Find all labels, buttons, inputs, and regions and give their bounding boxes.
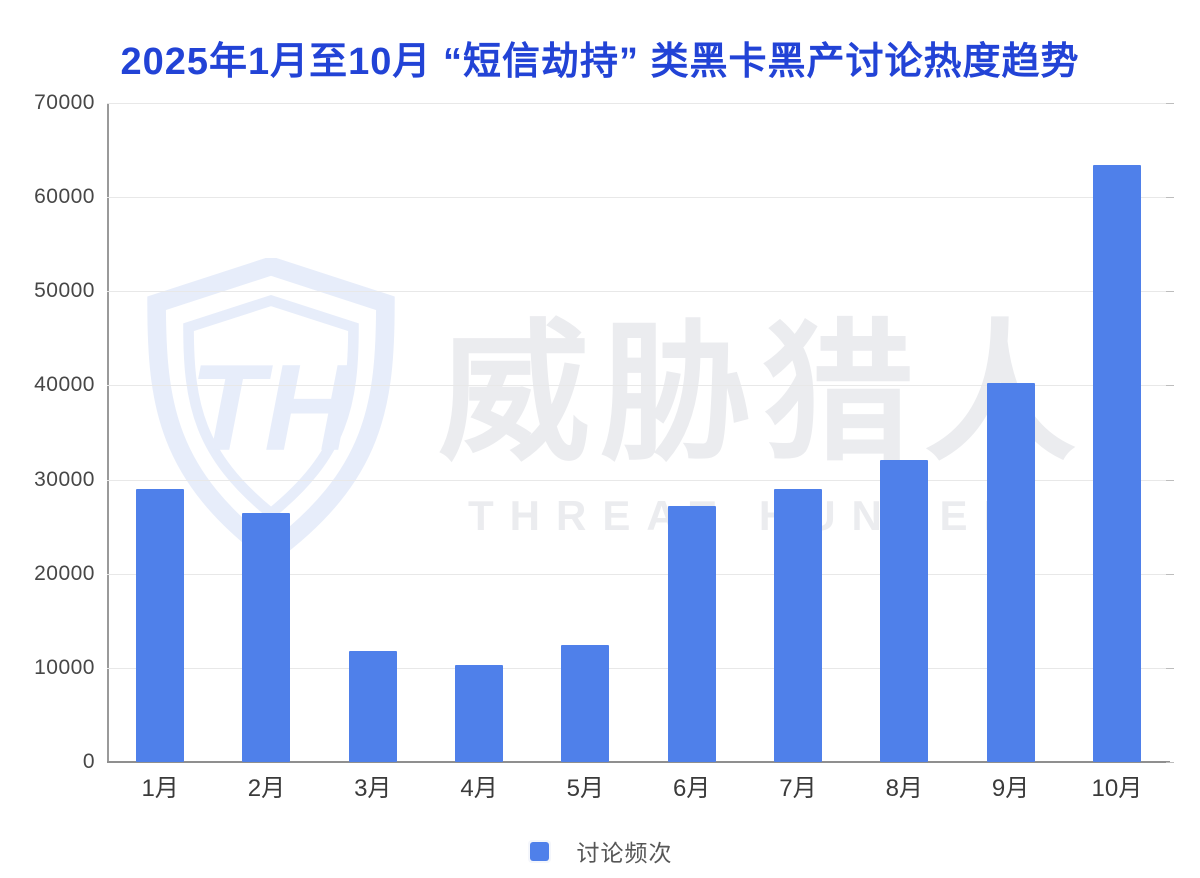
y-axis-tick-label-70000: 70000 bbox=[34, 91, 95, 114]
x-axis-tick-label-1月: 1月 bbox=[141, 775, 179, 802]
gridline-50000 bbox=[107, 291, 1170, 293]
y-tick-mark-10000 bbox=[1166, 667, 1174, 669]
bar-9月 bbox=[986, 382, 1035, 762]
x-axis-tick-label-2月: 2月 bbox=[247, 775, 286, 802]
gridline-60000 bbox=[107, 197, 1170, 199]
y-axis-tick-label-60000: 60000 bbox=[34, 185, 95, 209]
bar-8月 bbox=[880, 459, 929, 762]
bar-10月 bbox=[1092, 165, 1141, 762]
y-axis-labels: 0 10000 20000 30000 40000 50000 60000 70000 bbox=[0, 91, 95, 773]
y-axis-tick-label-50000: 50000 bbox=[34, 279, 95, 303]
bar-4月 bbox=[455, 665, 504, 762]
x-axis-tick-label-5月: 5月 bbox=[566, 775, 605, 802]
x-axis-tick-label-4月: 4月 bbox=[460, 775, 498, 802]
gridline-20000 bbox=[107, 573, 1170, 575]
y-tick-mark-70000 bbox=[1166, 103, 1174, 104]
plot-area bbox=[107, 103, 1174, 763]
gridline-30000 bbox=[107, 479, 1170, 481]
y-axis-tick-label-20000: 20000 bbox=[34, 561, 95, 585]
chart-title: 2025年1月至10月 “短信劫持” 类黑卡黑产讨论热度趋势 bbox=[120, 41, 1080, 83]
bar-7月 bbox=[773, 488, 822, 762]
bar-3月 bbox=[348, 650, 397, 762]
y-tick-mark-0 bbox=[1166, 762, 1174, 763]
bar-1月 bbox=[136, 488, 185, 762]
x-axis-tick-label-6月: 6月 bbox=[672, 775, 711, 802]
bar-6月 bbox=[667, 505, 716, 762]
y-axis-tick-label-40000: 40000 bbox=[34, 373, 95, 397]
y-tick-mark-20000 bbox=[1166, 573, 1174, 575]
legend-swatch-frame bbox=[527, 839, 551, 863]
x-axis-tick-label-3月: 3月 bbox=[354, 775, 392, 802]
gridline-10000 bbox=[107, 667, 1170, 669]
y-axis-tick-label-30000: 30000 bbox=[34, 467, 95, 491]
x-axis-labels: 1月 2月 3月 4月 5月 6月 7月 8月 9月 10月 bbox=[107, 768, 1170, 802]
x-axis-tick-label-8月: 8月 bbox=[885, 775, 923, 802]
y-tick-mark-60000 bbox=[1166, 197, 1174, 199]
x-axis-tick-label-9月: 9月 bbox=[991, 775, 1030, 802]
x-axis-tick-label-10月: 10月 bbox=[1091, 775, 1143, 802]
y-axis-tick-label-10000: 10000 bbox=[34, 655, 95, 679]
legend-color-swatch bbox=[529, 841, 549, 861]
gridline-70000 bbox=[107, 103, 1170, 104]
legend: 讨论频次 bbox=[0, 834, 1200, 868]
x-axis-line bbox=[107, 761, 1170, 763]
bar-2月 bbox=[242, 512, 291, 762]
y-tick-mark-50000 bbox=[1166, 291, 1174, 293]
legend-series-label: 讨论频次 bbox=[576, 840, 673, 866]
bar-5月 bbox=[561, 645, 610, 762]
gridline-40000 bbox=[107, 385, 1170, 387]
y-axis-line bbox=[107, 103, 109, 762]
x-axis-tick-label-7月: 7月 bbox=[779, 775, 817, 802]
y-tick-mark-30000 bbox=[1166, 479, 1174, 481]
y-tick-mark-40000 bbox=[1166, 385, 1174, 387]
y-axis-tick-label-0: 0 bbox=[82, 750, 95, 773]
